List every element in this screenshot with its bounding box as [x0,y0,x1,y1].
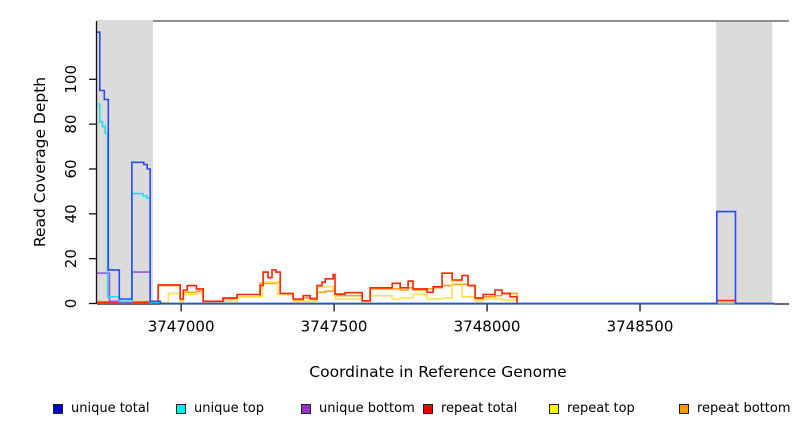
y-axis-title: Read Coverage Depth [31,76,49,248]
x-axis-title: Coordinate in Reference Genome [309,363,567,381]
y-tick-label: 20 [62,249,80,268]
series-line-repeat-top [97,280,775,305]
y-tick-label: 40 [62,204,80,223]
shaded-band-right [716,21,773,304]
y-tick-label: 80 [62,115,80,134]
x-tick-label: 3748000 [454,318,521,336]
series-line-unique-total [97,31,775,305]
x-tick-label: 3748500 [607,318,674,336]
x-tick-label: 3747500 [301,318,368,336]
series-line-unique-top [97,103,775,305]
x-tick-label: 3747000 [148,318,215,336]
series-line-repeat-total [97,269,775,305]
y-tick-label: 100 [62,65,80,94]
y-tick-label: 0 [62,299,80,309]
y-tick-label: 60 [62,159,80,178]
